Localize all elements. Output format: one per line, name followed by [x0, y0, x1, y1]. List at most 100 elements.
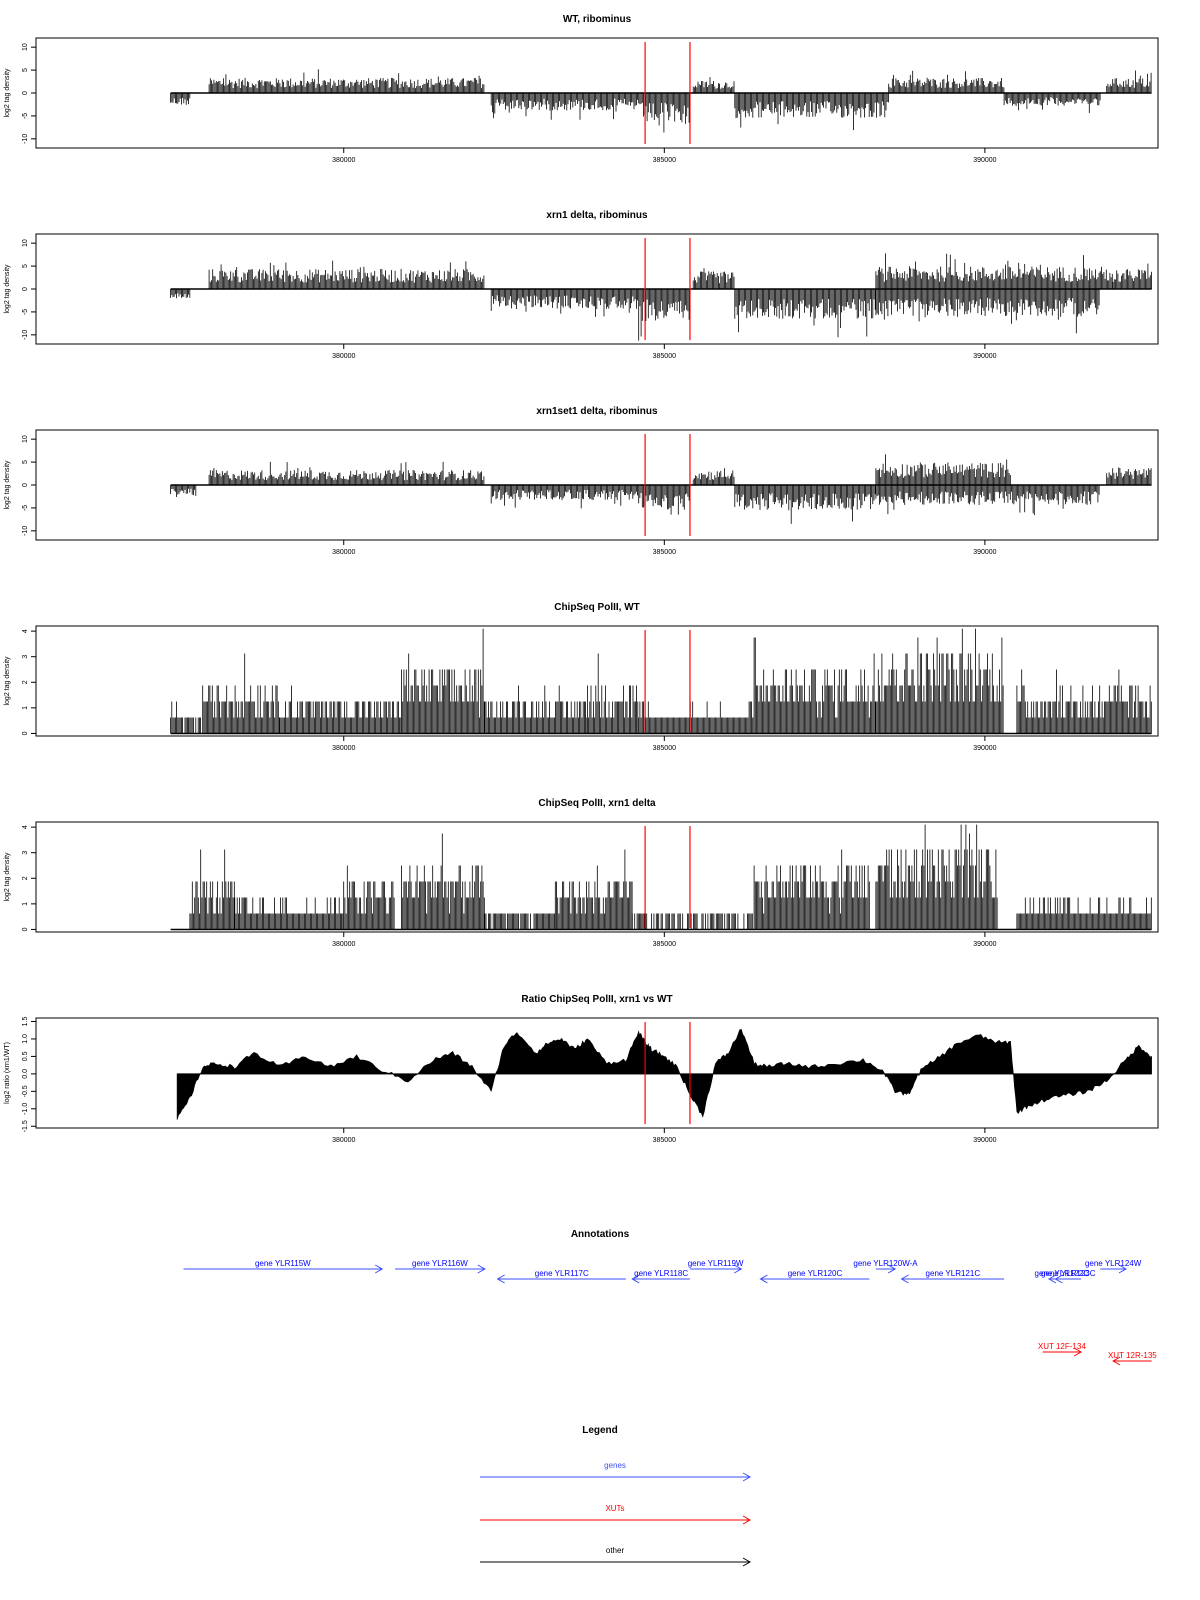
panel-title: xrn1 delta, ribominus: [546, 210, 648, 221]
gene-arrow: gene YLR117C: [496, 1269, 626, 1284]
signal-region-3: [638, 93, 690, 133]
y-tick-label: -0.5: [22, 1085, 29, 1097]
x-tick-label: 380000: [332, 941, 355, 948]
gene-label: gene YLR119W: [688, 1259, 744, 1268]
signal-region-5: [587, 653, 639, 734]
y-tick-label: 4: [22, 825, 29, 829]
y-tick-label: 1.5: [22, 1017, 29, 1027]
arrow-head: [631, 1274, 640, 1284]
arrow-head: [1054, 1274, 1063, 1284]
x-tick-label: 390000: [973, 745, 996, 752]
arrow-head: [734, 1264, 743, 1274]
signal-region-7: [875, 485, 1100, 516]
signal-region-2: [490, 485, 638, 509]
y-tick-label: 3: [22, 851, 29, 855]
signal-region-4: [484, 913, 555, 930]
x-tick-label: 385000: [653, 549, 676, 556]
y-tick-label: 0.5: [22, 1051, 29, 1061]
data-series: [170, 69, 1152, 133]
signal-region-1: [208, 69, 485, 93]
xut-arrow: XUT 12R-135: [1108, 1351, 1157, 1366]
gene-arrow: gene YLR120W-A: [853, 1259, 918, 1274]
arrow-head: [496, 1274, 505, 1284]
panel-0: WT, ribominus log2 tag density -10 -5 0 5 10 38…: [4, 14, 1159, 164]
y-tick-label: 2: [22, 876, 29, 880]
y-tick-label: 5: [22, 460, 29, 464]
gene-label: gene YLR121C: [926, 1269, 981, 1278]
x-tick-label: 385000: [653, 941, 676, 948]
signal-region-2: [490, 289, 638, 317]
annotations-panel: Annotations gene YLR115W gene YLR116W gene …: [183, 1229, 1157, 1366]
x-tick-label: 385000: [653, 1137, 676, 1144]
x-tick-label: 380000: [332, 549, 355, 556]
gene-label: gene YLR123C: [1041, 1269, 1096, 1278]
y-tick-label: 5: [22, 68, 29, 72]
y-axis-label: log2 tag density: [4, 656, 11, 706]
signal-region-6: [631, 913, 753, 930]
legend-label: other: [606, 1546, 625, 1555]
y-tick-label: 0: [22, 927, 29, 931]
signal-region-8: [1106, 70, 1152, 93]
gene-arrow: gene YLR116W: [395, 1259, 486, 1274]
y-tick-label: 4: [22, 629, 29, 633]
signal-region-5: [734, 485, 876, 524]
signal-region-6: [875, 454, 1011, 485]
signal-region-6: [638, 701, 755, 734]
y-tick-label: 5: [22, 264, 29, 268]
signal-region-3: [638, 289, 690, 341]
data-series: [170, 454, 1152, 524]
gene-arrow: gene YLR115W: [183, 1259, 384, 1274]
gene-label: gene YLR120W-A: [853, 1259, 918, 1268]
legend-item-0: genes: [480, 1461, 752, 1482]
signal-region-4: [692, 268, 735, 289]
y-tick-label: 2: [22, 680, 29, 684]
y-axis-label: log2 tag density: [4, 68, 11, 118]
signal-region-8: [875, 824, 998, 930]
signal-region-1: [208, 461, 485, 485]
arrow-head: [1073, 1347, 1083, 1357]
x-tick-label: 380000: [332, 353, 355, 360]
y-tick-label: -5: [22, 113, 29, 119]
y-tick-label: 0.0: [22, 1069, 29, 1079]
xut-label: XUT 12R-135: [1108, 1351, 1157, 1360]
data-series: [170, 253, 1152, 341]
legend-title: Legend: [582, 1425, 618, 1436]
xut-label: XUT 12F-134: [1038, 1342, 1086, 1351]
annotations-title: Annotations: [571, 1229, 630, 1240]
signal-region-6: [888, 70, 1005, 93]
signal-region-5: [554, 849, 633, 930]
signal-region-5: [734, 93, 889, 131]
arrow-head: [742, 1557, 752, 1567]
y-tick-label: 1: [22, 706, 29, 710]
plot-frame: [35, 821, 1159, 933]
gene-arrow: gene YLR121C: [900, 1269, 1005, 1284]
y-tick-label: 10: [22, 239, 29, 247]
data-series: [170, 824, 1152, 931]
panel-3: ChipSeq PolII, WT log2 tag density 0 1 2 3 4 38…: [4, 602, 1159, 752]
y-axis-label: log2 tag density: [4, 852, 11, 902]
arrow-head: [1118, 1264, 1127, 1274]
signal-region-7: [753, 637, 876, 734]
arrow-head: [887, 1264, 897, 1274]
signal-region-7: [753, 849, 870, 930]
signal-region-5: [734, 289, 876, 338]
gene-label: gene YLR124W: [1085, 1259, 1142, 1268]
panel-title: ChipSeq PolII, WT: [554, 602, 640, 613]
signal-region-1: [208, 260, 485, 289]
arrow-head: [742, 1515, 752, 1525]
y-tick-label: 10: [22, 435, 29, 443]
signal-region-4: [692, 77, 735, 93]
gene-arrow: gene YLR119W: [688, 1259, 744, 1274]
x-tick-label: 380000: [332, 157, 355, 164]
x-tick-label: 385000: [653, 353, 676, 360]
y-tick-label: -10: [22, 330, 29, 340]
signal-region-1: [234, 897, 344, 930]
y-tick-label: -5: [22, 309, 29, 315]
panel-title: Ratio ChipSeq PolII, xrn1 vs WT: [521, 994, 672, 1005]
panel-4: ChipSeq PolII, xrn1 delta log2 tag densit…: [4, 798, 1159, 948]
gene-arrow: gene YLR120C: [759, 1269, 870, 1284]
arrow-head: [742, 1472, 752, 1482]
legend-label: XUTs: [605, 1504, 624, 1513]
arrow-head: [477, 1264, 486, 1274]
